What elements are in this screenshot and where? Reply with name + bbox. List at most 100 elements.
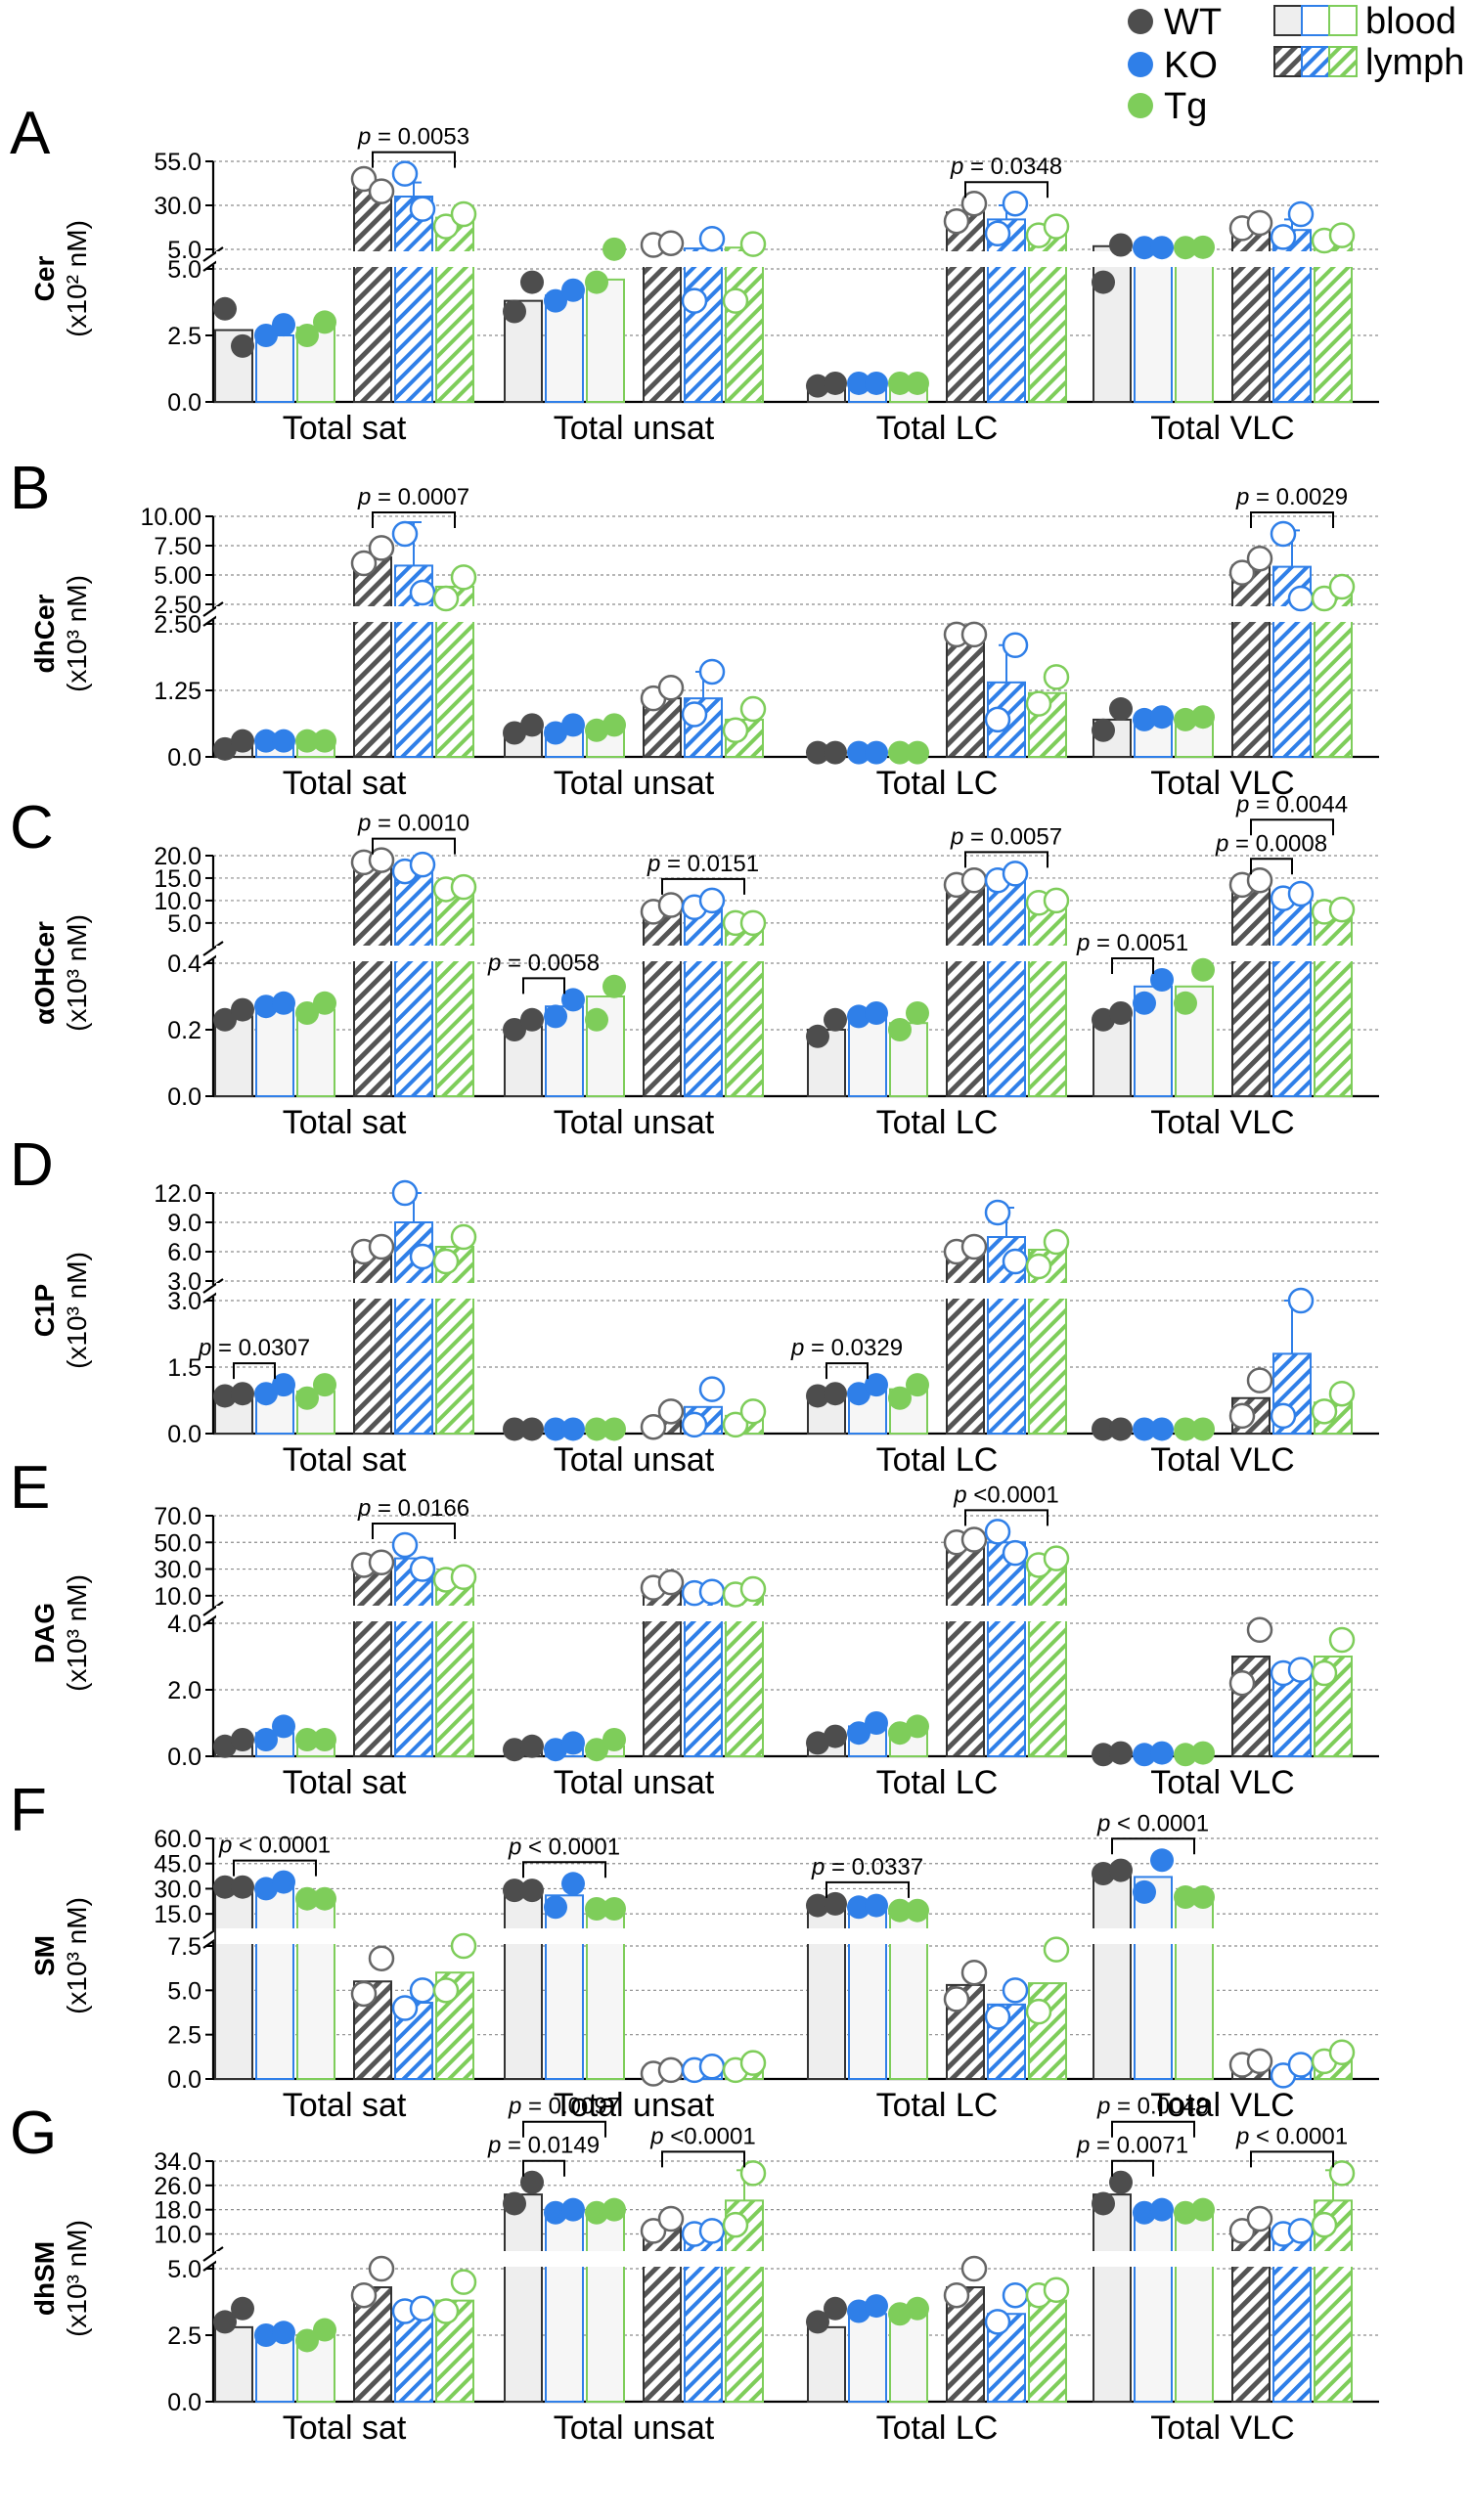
- y-tick-label: 34.0: [154, 2148, 201, 2176]
- y-tick-label: 5.0: [167, 256, 201, 284]
- data-point-wt-lymph: [368, 2255, 395, 2282]
- data-point-ko-lymph: [1002, 190, 1029, 217]
- legend-swatch-blood: [1273, 5, 1358, 36]
- data-point-wt-blood: [824, 2296, 847, 2321]
- y-tick-label: 12.0: [154, 1180, 201, 1208]
- data-point-ko-blood: [272, 1870, 295, 1894]
- p-value-text: = 0.0329: [804, 1335, 903, 1361]
- data-point-wt-lymph: [1246, 1616, 1273, 1644]
- bar-ko-blood: [1134, 246, 1173, 403]
- data-point-ko-blood: [865, 1711, 888, 1735]
- y-axis-label-unit: (x10² nM): [62, 220, 92, 337]
- panel-letter: F: [10, 1777, 47, 1844]
- data-point-ko-lymph: [409, 2295, 436, 2322]
- data-point-wt-lymph: [960, 621, 988, 648]
- panel-f: F SM (x10³ nM) 15.030.045.060.0 0.0 2.5 5.0 7.5…: [10, 1777, 1382, 2124]
- data-point-ko-lymph: [1002, 861, 1029, 887]
- y-axis-label: SM: [29, 1935, 60, 1976]
- y-tick-label: 0.0: [167, 1744, 201, 1771]
- p-value-label: p = 0.0149: [487, 2133, 600, 2159]
- data-point-ko-blood: [272, 729, 295, 753]
- x-category-label: Total unsat: [554, 410, 715, 447]
- data-point-tg-blood: [313, 1886, 336, 1911]
- data-point-ko-lymph: [409, 1977, 436, 2004]
- significance-bracket: [1111, 1837, 1195, 1855]
- p-symbol: p: [1235, 791, 1249, 818]
- y-axis-label: αOHCer: [29, 921, 60, 1025]
- p-value-text: = 0.0149: [501, 2133, 600, 2159]
- data-point-tg-lymph: [739, 1575, 767, 1603]
- data-point-tg-blood: [1174, 991, 1197, 1015]
- data-point-ko-lymph: [1002, 1248, 1029, 1275]
- y-tick-label: 2.50: [154, 611, 201, 639]
- data-point-wt-blood: [1109, 1001, 1133, 1025]
- data-point-wt-blood: [231, 729, 254, 753]
- y-axis-label-unit: (x10³ nM): [62, 1252, 92, 1369]
- data-point-wt-lymph: [1246, 867, 1273, 894]
- p-value-text: = 0.0058: [501, 950, 600, 976]
- p-symbol: p: [357, 124, 371, 151]
- y-tick-label: 26.0: [154, 2173, 201, 2200]
- p-symbol: p: [790, 1335, 804, 1361]
- data-point-tg-lymph: [1328, 573, 1356, 600]
- data-point-wt-blood: [231, 2296, 254, 2321]
- p-symbol: p: [508, 1834, 521, 1860]
- y-axis-label-metabolite: dhSM: [29, 2241, 60, 2316]
- panels-container: A Cer (x10² nM) 5.0 30.0 55.0 0.0 2.5 5.0 p = 0.0…: [10, 100, 1382, 2447]
- data-point-ko-blood: [561, 1872, 585, 1896]
- data-point-tg-blood: [585, 270, 608, 294]
- data-point-ko-lymph: [409, 579, 436, 606]
- axis-break-gap: [216, 1283, 1382, 1299]
- data-point-ko-lymph: [391, 1179, 419, 1207]
- data-point-ko-blood: [1133, 1879, 1156, 1904]
- p-symbol: p: [218, 1833, 232, 1859]
- data-point-wt-blood: [1092, 270, 1115, 294]
- data-point-wt-blood: [806, 1384, 829, 1408]
- bar-wt-lymph: [353, 1248, 392, 1435]
- y-tick-label: 5.0: [167, 1977, 201, 2005]
- bar-wt-blood: [1093, 2193, 1132, 2404]
- data-point-tg-blood: [1191, 1417, 1215, 1441]
- x-category-label: Total VLC: [1150, 1764, 1294, 1801]
- bar-wt-lymph: [353, 556, 392, 758]
- data-point-tg-blood: [295, 729, 319, 753]
- y-tick-label: 6.0: [167, 1239, 201, 1266]
- bar-tg-blood: [586, 278, 625, 404]
- data-point-ko-lymph: [698, 1578, 726, 1605]
- data-point-wt-lymph: [1246, 209, 1273, 237]
- data-point-tg-blood: [1174, 2200, 1197, 2225]
- bar-wt-lymph: [1231, 881, 1271, 1097]
- data-point-tg-lymph: [1328, 1380, 1356, 1407]
- p-symbol: p: [357, 484, 371, 510]
- data-point-wt-blood: [520, 713, 544, 737]
- bar-tg-lymph: [725, 246, 764, 403]
- data-point-ko-blood: [544, 2200, 567, 2225]
- data-point-ko-lymph: [1287, 1657, 1315, 1683]
- y-axis-label: Cer: [29, 256, 60, 302]
- data-point-tg-lymph: [1328, 2160, 1356, 2187]
- p-symbol: p: [357, 1495, 371, 1522]
- data-point-ko-blood: [865, 1373, 888, 1397]
- panel-letter: B: [10, 455, 50, 522]
- data-point-wt-lymph: [960, 867, 988, 894]
- data-point-wt-lymph: [1228, 2218, 1256, 2244]
- bar-tg-lymph: [1314, 910, 1353, 1097]
- data-point-wt-blood: [824, 740, 847, 765]
- significance-bracket: [522, 977, 565, 995]
- p-value-label: p = 0.0058: [487, 950, 600, 976]
- panel-e: E DAG (x10³ nM) 10.030.050.070.0 0.0 2.0 4.0 p …: [10, 1454, 1382, 1801]
- data-point-tg-blood: [585, 718, 608, 742]
- p-value-label: p < 0.0001: [1235, 2123, 1348, 2149]
- data-point-tg-blood: [888, 1018, 912, 1041]
- y-tick-label: 10.00: [140, 504, 201, 531]
- y-tick-label: 5.0: [167, 237, 201, 264]
- bar-ko-lymph: [987, 876, 1026, 1097]
- p-value-text: < 0.0001: [521, 1834, 620, 1860]
- data-point-ko-blood: [1150, 1848, 1174, 1873]
- x-category-label: Total unsat: [554, 765, 715, 802]
- data-point-ko-lymph: [391, 520, 419, 548]
- data-point-tg-blood: [313, 1728, 336, 1751]
- data-point-tg-blood: [888, 740, 912, 765]
- data-point-ko-blood: [254, 995, 278, 1019]
